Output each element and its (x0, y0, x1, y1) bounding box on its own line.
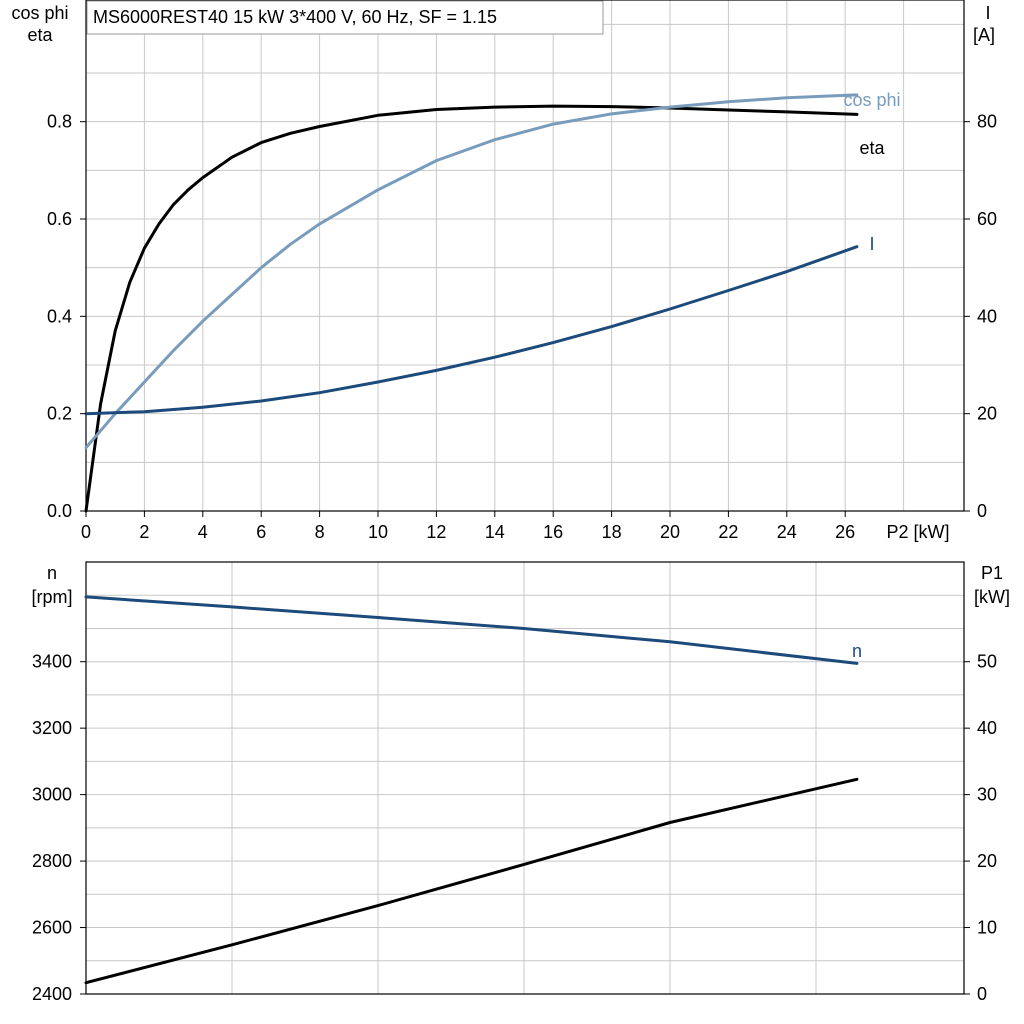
bottom-right-axis-label-unit: [kW] (974, 587, 1010, 607)
top-right-tick-label: 20 (977, 404, 997, 424)
bottom-left-tick-label: 2800 (32, 851, 72, 871)
bottom-right-tick-label: 0 (977, 984, 987, 1004)
cos-phi-curve (84, 93, 859, 450)
top-left-tick-label: 0.4 (47, 306, 72, 326)
top-panel-frame (85, 0, 965, 512)
top-right-tick-label: 40 (977, 306, 997, 326)
x-tick-label: 26 (835, 522, 855, 542)
x-tick-label: 20 (660, 522, 680, 542)
x-tick-label: 0 (81, 522, 91, 542)
bottom-right-tick-label: 20 (977, 851, 997, 871)
x-tick-label: 2 (139, 522, 149, 542)
top-right-tick-label: 0 (977, 501, 987, 521)
x-tick-label: 6 (256, 522, 266, 542)
series-label-cosphi: cos phi (843, 90, 900, 110)
bottom-left-tick-label: 3400 (32, 652, 72, 672)
bottom-panel-frame (85, 561, 965, 995)
bottom-left-axis-label-unit: [rpm] (31, 587, 72, 607)
bottom-left-tick-label: 3200 (32, 718, 72, 738)
top-right-tick-label: 80 (977, 112, 997, 132)
bottom-right-axis-label-p1: P1 (981, 563, 1003, 583)
series-label-speed: n (852, 641, 862, 661)
top-right-axis-label-current: I (985, 3, 990, 23)
x-tick-label: 10 (368, 522, 388, 542)
top-left-axis-label-cosphi: cos phi (11, 3, 68, 23)
x-tick-label: 22 (718, 522, 738, 542)
bottom-right-tick-label: 40 (977, 718, 997, 738)
i-curve (84, 245, 859, 416)
bottom-panel-ticks: 2400 2600 2800 3000 3200 3400 0 10 20 30 40 50 (32, 652, 997, 1004)
top-left-axis-label-eta: eta (27, 25, 53, 45)
series-label-current: I (869, 234, 874, 254)
chart-title: MS6000REST40 15 kW 3*400 V, 60 Hz, SF = … (93, 7, 497, 27)
bottom-left-tick-label: 3000 (32, 785, 72, 805)
top-left-tick-label: 0.0 (47, 501, 72, 521)
eta-curve (84, 104, 859, 513)
x-tick-label: 14 (485, 522, 505, 542)
bottom-right-tick-label: 10 (977, 918, 997, 938)
n-curve (84, 595, 859, 665)
bottom-left-tick-label: 2600 (32, 918, 72, 938)
series-label-eta: eta (859, 138, 885, 158)
top-right-axis-label-unit: [A] (973, 25, 995, 45)
top-panel-series (84, 93, 859, 513)
x-tick-label: 4 (198, 522, 208, 542)
x-tick-label: 12 (426, 522, 446, 542)
bottom-series-1-curve (84, 777, 859, 985)
top-left-tick-label: 0.8 (47, 112, 72, 132)
top-panel-grid (86, 0, 964, 511)
chart-title-box (86, 0, 604, 35)
x-tick-label: 8 (315, 522, 325, 542)
bottom-left-tick-label: 2400 (32, 984, 72, 1004)
bottom-right-tick-label: 50 (977, 652, 997, 672)
bottom-left-axis-label-n: n (47, 563, 57, 583)
bottom-right-tick-label: 30 (977, 785, 997, 805)
top-right-tick-label: 60 (977, 209, 997, 229)
top-left-tick-label: 0.2 (47, 404, 72, 424)
x-tick-label: 24 (777, 522, 797, 542)
top-left-tick-label: 0.6 (47, 209, 72, 229)
bottom-panel-grid (86, 562, 964, 994)
x-tick-label: 18 (602, 522, 622, 542)
x-axis-label: P2 [kW] (886, 522, 949, 542)
x-tick-label: 16 (543, 522, 563, 542)
bottom-panel-series (84, 595, 859, 985)
